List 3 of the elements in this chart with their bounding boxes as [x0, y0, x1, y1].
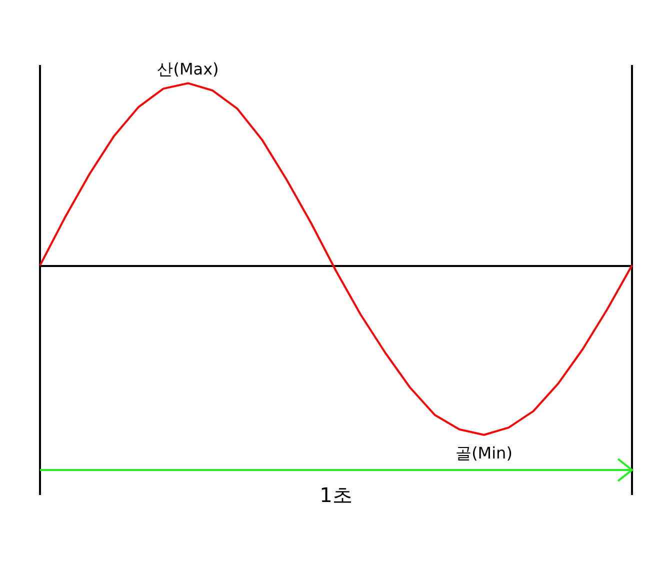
text: 1초	[320, 483, 352, 507]
annotation: 산(Max)	[157, 60, 219, 79]
annotation: 골(Min)	[456, 443, 512, 462]
